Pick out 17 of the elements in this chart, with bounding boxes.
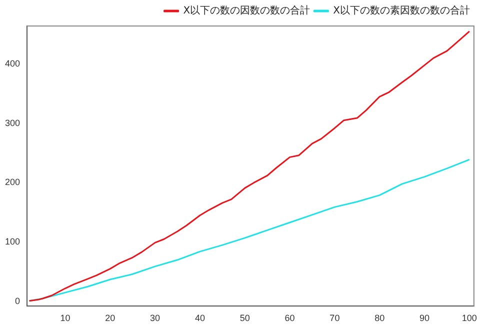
x-tick-label: 50 — [240, 313, 250, 324]
x-tick-label: 20 — [105, 313, 116, 324]
x-tick-label: 40 — [194, 313, 205, 324]
legend-label: X以下の数の因数の数の合計 — [183, 4, 310, 17]
y-tick-label: 200 — [4, 177, 20, 188]
y-tick-label: 100 — [4, 236, 20, 247]
x-tick-label: 90 — [420, 313, 430, 324]
x-tick-label: 70 — [330, 313, 340, 324]
x-tick-label: 100 — [462, 313, 477, 324]
y-tick-label: 300 — [4, 118, 20, 128]
x-tick-label: 60 — [284, 313, 295, 324]
legend-label: X以下の数の素因数の数の合計 — [333, 4, 470, 17]
x-tick-label: 80 — [374, 313, 385, 324]
y-tick-label: 400 — [4, 58, 20, 68]
x-tick-label: 30 — [150, 313, 160, 324]
y-tick-label: 0 — [15, 296, 20, 306]
x-tick-label: 10 — [60, 313, 70, 324]
